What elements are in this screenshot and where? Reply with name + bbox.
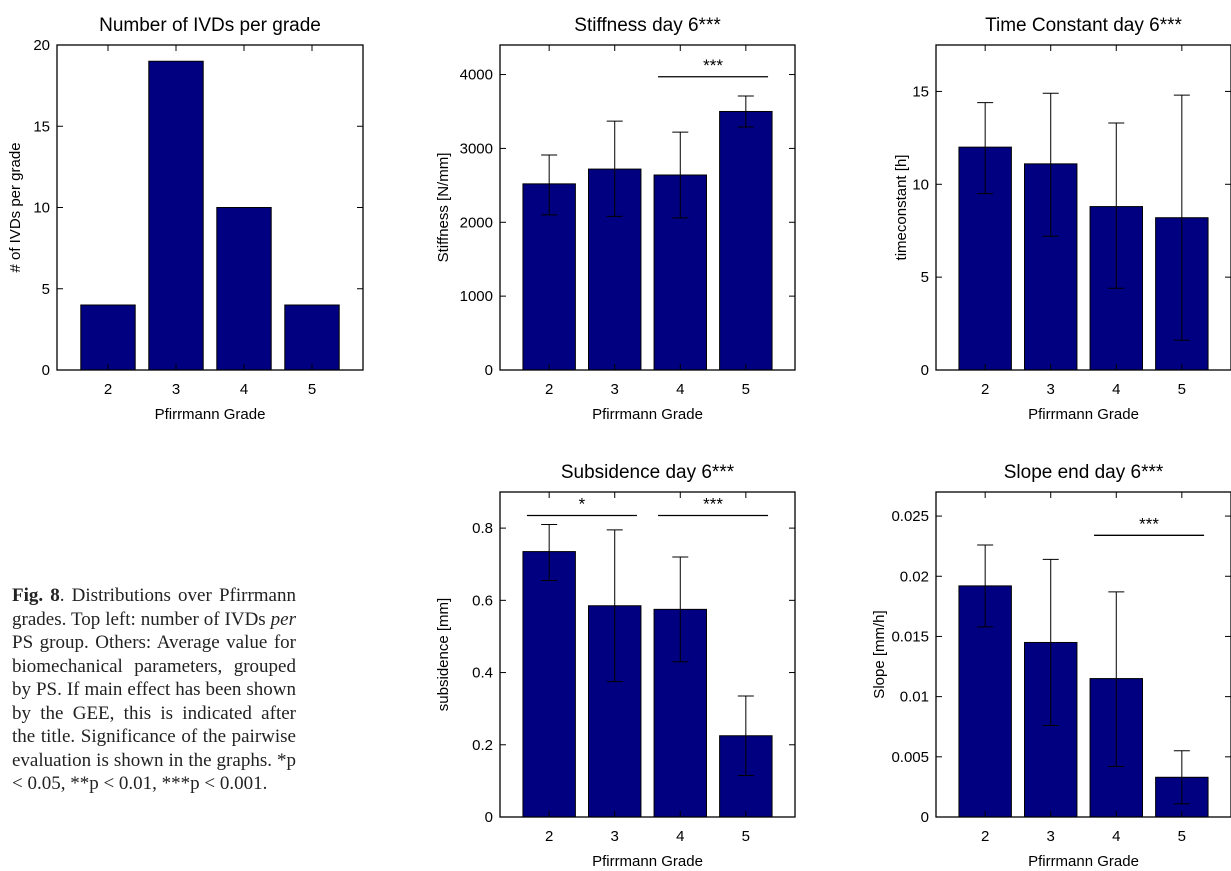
y-tick-label: 3000	[460, 140, 493, 157]
x-tick-label: 3	[611, 828, 619, 845]
x-axis-label: Pfirrmann Grade	[155, 406, 266, 423]
x-tick-label: 4	[676, 381, 684, 398]
x-axis-label: Pfirrmann Grade	[1028, 406, 1139, 423]
y-tick-label: 0	[42, 362, 50, 379]
x-tick-label: 4	[240, 381, 248, 398]
significance-marker: ***	[703, 494, 723, 513]
chart-title: Time Constant day 6***	[985, 15, 1182, 36]
caption-label: Fig. 8	[12, 585, 60, 606]
bar-4	[216, 207, 272, 371]
y-tick-label: 0.2	[472, 737, 493, 754]
y-tick-label: 10	[33, 200, 50, 217]
y-axis-label: Slope [mm/h]	[871, 610, 888, 698]
plot-frame	[499, 44, 796, 371]
plot-frame	[935, 491, 1231, 818]
y-tick-label: 0.02	[900, 568, 929, 585]
bar-3	[148, 60, 204, 371]
y-tick-label: 15	[912, 83, 929, 100]
x-tick-label: 2	[981, 381, 989, 398]
x-tick-label: 4	[1112, 828, 1120, 845]
caption-per: per	[270, 608, 296, 630]
y-tick-label: 1000	[460, 288, 493, 305]
caption-text-1: . Distributions over Pfirrmann grades. T…	[12, 585, 296, 630]
y-tick-label: 0.025	[891, 508, 929, 525]
y-tick-label: 0.005	[891, 749, 929, 766]
plot-frame	[935, 44, 1231, 371]
y-tick-label: 0.6	[472, 592, 493, 609]
y-tick-label: 0.8	[472, 520, 493, 537]
chart-title: Slope end day 6***	[1004, 462, 1164, 483]
y-tick-label: 0.01	[900, 689, 929, 706]
caption-significance-line: *p < 0.05, **p < 0.01, ***p < 0.001.	[12, 749, 296, 795]
x-tick-label: 2	[545, 828, 553, 845]
chart-panel-4: Subsidence day 6*** 0 0.2 0.4 0.6 0.8 2 3 4 5 Pfir…	[435, 462, 796, 870]
x-tick-label: 5	[1178, 381, 1186, 398]
x-tick-label: 3	[1047, 828, 1055, 845]
significance-marker: ***	[1139, 514, 1159, 533]
y-tick-label: 0.4	[472, 665, 493, 682]
x-tick-label: 3	[611, 381, 619, 398]
y-tick-label: 10	[912, 176, 929, 193]
bar-2	[80, 304, 136, 371]
chart-panel-5: Slope end day 6*** 0 0.005 0.01 0.015 0.02 0.0…	[871, 462, 1231, 870]
x-tick-label: 3	[172, 381, 180, 398]
chart-title: Stiffness day 6***	[574, 15, 721, 36]
y-tick-label: 0	[921, 362, 929, 379]
y-tick-label: 4000	[460, 67, 493, 84]
y-tick-label: 0	[485, 809, 493, 826]
y-tick-label: 5	[42, 281, 50, 298]
y-tick-label: 0	[921, 809, 929, 826]
figure-caption: Fig. 8. Distributions over Pfirrmann gra…	[12, 584, 296, 796]
y-tick-label: 0	[485, 362, 493, 379]
chart-title: Number of IVDs per grade	[99, 15, 321, 36]
bar-2	[522, 551, 576, 818]
y-axis-label: subsidence [mm]	[435, 598, 452, 711]
x-tick-label: 2	[545, 381, 553, 398]
x-tick-label: 5	[742, 381, 750, 398]
significance-marker: ***	[703, 56, 723, 75]
x-tick-label: 4	[676, 828, 684, 845]
y-axis-label: Stiffness [N/mm]	[435, 153, 452, 263]
y-tick-label: 5	[921, 269, 929, 286]
chart-panel-3: Time Constant day 6*** 0 5 10 15 2 3 4 5 Pfirrman…	[893, 15, 1231, 423]
x-tick-label: 5	[1178, 828, 1186, 845]
x-tick-label: 5	[742, 828, 750, 845]
x-tick-label: 3	[1047, 381, 1055, 398]
y-axis-label: # of IVDs per grade	[7, 142, 24, 272]
x-axis-label: Pfirrmann Grade	[1028, 853, 1139, 870]
x-tick-label: 2	[104, 381, 112, 398]
significance-marker: *	[579, 494, 586, 513]
chart-title: Subsidence day 6***	[561, 462, 735, 483]
x-tick-label: 4	[1112, 381, 1120, 398]
y-tick-label: 20	[33, 37, 50, 54]
caption-text-2: PS group. Others: Average value for biom…	[12, 632, 296, 771]
x-axis-label: Pfirrmann Grade	[592, 853, 703, 870]
x-tick-label: 5	[308, 381, 316, 398]
chart-panel-2: Stiffness day 6*** 0 1000 2000 3000 4000 2 3 4 5 P…	[435, 15, 796, 423]
y-tick-label: 15	[33, 118, 50, 135]
x-tick-label: 2	[981, 828, 989, 845]
x-axis-label: Pfirrmann Grade	[592, 406, 703, 423]
bar-5	[284, 304, 340, 371]
chart-panel-1: Number of IVDs per grade 0 5 10 15 20 2 3 4 5 Pfir…	[7, 15, 364, 423]
plot-frame	[499, 491, 796, 818]
y-tick-label: 0.015	[891, 628, 929, 645]
bar-5	[719, 110, 773, 371]
y-axis-label: timeconstant [h]	[893, 155, 910, 261]
y-tick-label: 2000	[460, 214, 493, 231]
